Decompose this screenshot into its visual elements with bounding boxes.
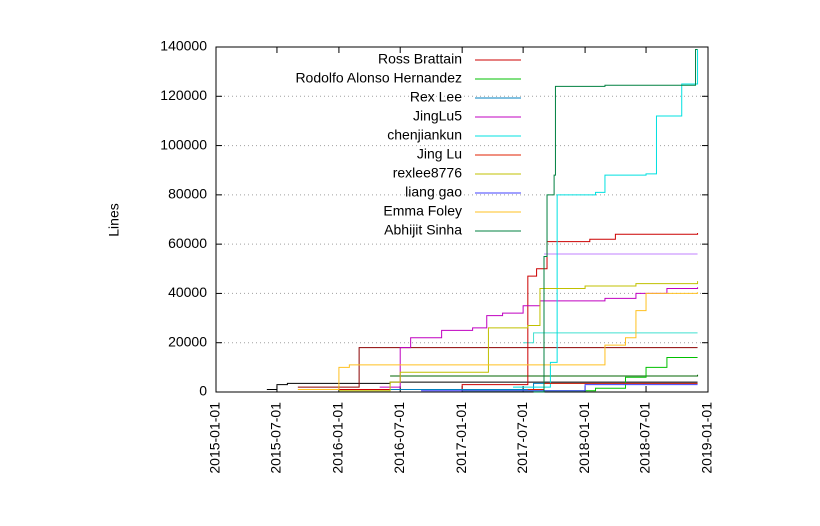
legend-label: Emma Foley xyxy=(383,203,462,219)
legend-label: Rex Lee xyxy=(410,89,462,105)
y-tick-label: 100000 xyxy=(160,136,207,152)
legend-label: Jing Lu xyxy=(417,146,462,162)
legend-label: Abhijit Sinha xyxy=(384,222,462,238)
y-tick-label: 40000 xyxy=(168,284,207,300)
series-line xyxy=(390,374,699,377)
y-axis-label: Lines xyxy=(106,203,122,236)
series-line xyxy=(513,49,699,388)
series-line xyxy=(297,347,698,388)
y-tick-label: 60000 xyxy=(168,235,207,251)
y-tick-label: 80000 xyxy=(168,186,207,202)
x-tick-label: 2018-01-01 xyxy=(576,402,592,474)
legend-label: chenjiankun xyxy=(387,127,462,143)
x-tick-label: 2017-07-01 xyxy=(514,402,530,474)
x-tick-label: 2016-07-01 xyxy=(391,402,407,474)
x-tick-label: 2015-01-01 xyxy=(207,402,223,474)
series-line xyxy=(533,48,698,393)
legend-label: Ross Brattain xyxy=(378,51,462,67)
y-tick-label: 0 xyxy=(199,383,207,399)
x-tick-label: 2019-01-01 xyxy=(699,402,715,474)
series-line xyxy=(297,292,699,391)
series-line xyxy=(462,357,698,392)
plot-frame xyxy=(215,46,709,393)
x-tick-label: 2016-01-01 xyxy=(330,402,346,474)
x-tick-label: 2017-01-01 xyxy=(453,402,469,474)
legend-label: liang gao xyxy=(405,184,462,200)
y-tick-label: 140000 xyxy=(160,38,207,54)
series-line xyxy=(379,287,699,388)
y-tick-label: 120000 xyxy=(160,87,207,103)
series-line xyxy=(523,332,698,344)
legend-label: rexlee8776 xyxy=(393,165,462,181)
series-line xyxy=(338,281,699,392)
series-line xyxy=(328,233,699,391)
legend-label: Rodolfo Alonso Hernandez xyxy=(295,70,462,86)
legend-label: JingLu5 xyxy=(413,108,462,124)
series-line xyxy=(421,384,698,392)
x-tick-label: 2018-07-01 xyxy=(637,402,653,474)
y-tick-label: 20000 xyxy=(168,333,207,349)
x-tick-label: 2015-07-01 xyxy=(268,402,284,474)
